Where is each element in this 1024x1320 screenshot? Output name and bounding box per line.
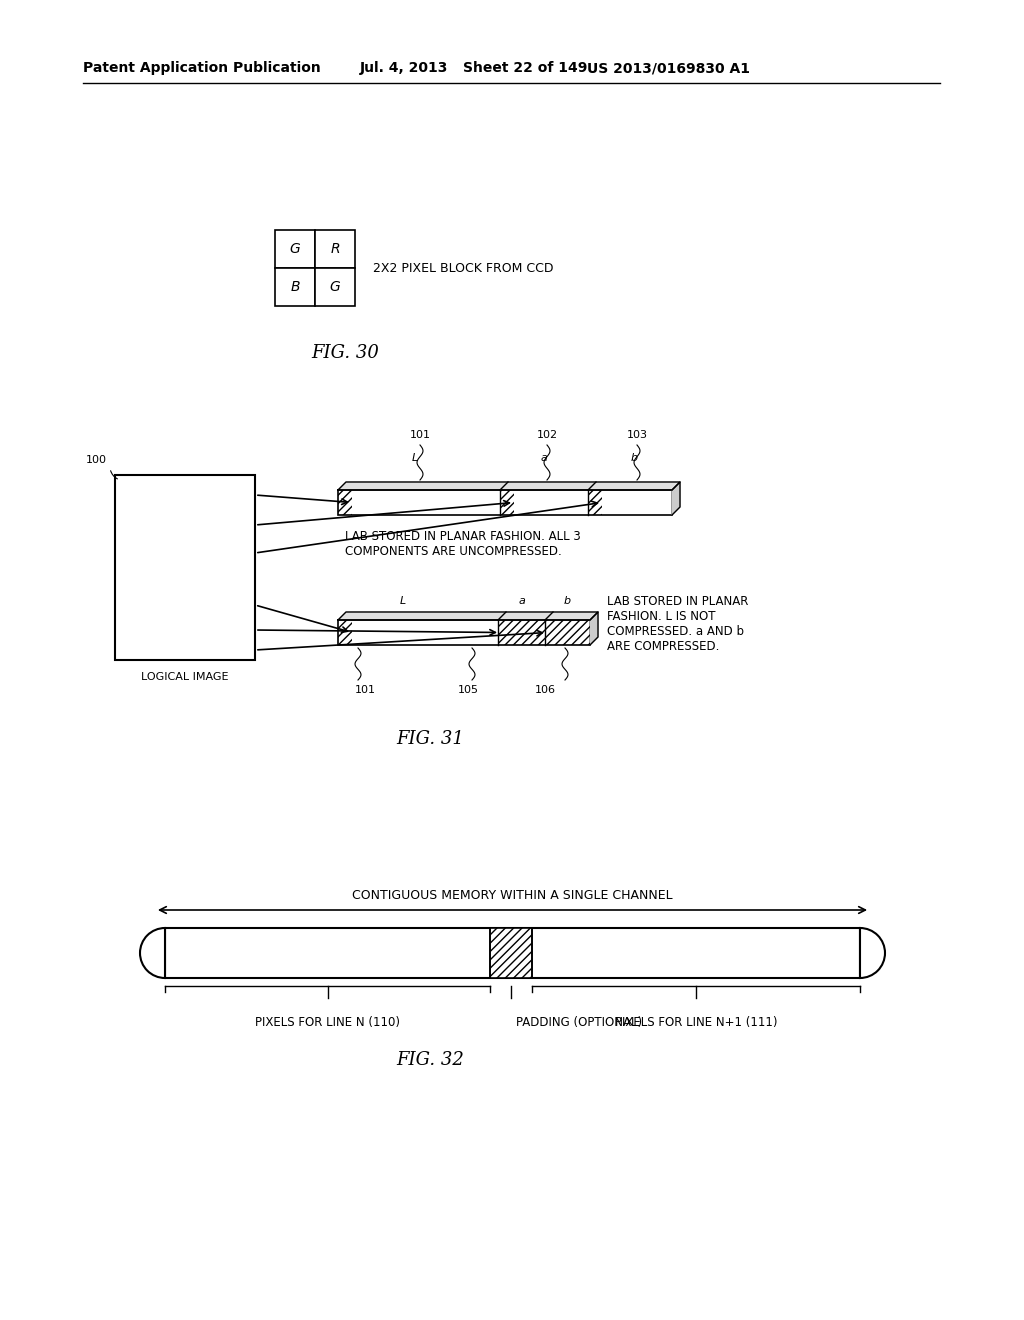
Text: 100: 100 bbox=[86, 455, 106, 465]
Text: B: B bbox=[290, 280, 300, 294]
Bar bbox=[545, 620, 590, 645]
Polygon shape bbox=[338, 612, 598, 620]
Wedge shape bbox=[860, 928, 885, 978]
Text: PADDING (OPTIONAL): PADDING (OPTIONAL) bbox=[516, 1016, 642, 1030]
Polygon shape bbox=[672, 482, 680, 515]
Text: FIG. 31: FIG. 31 bbox=[396, 730, 464, 748]
Text: b: b bbox=[631, 453, 638, 463]
Bar bbox=[315, 230, 355, 268]
Bar bbox=[115, 475, 255, 660]
Text: Patent Application Publication: Patent Application Publication bbox=[83, 61, 321, 75]
Text: 106: 106 bbox=[535, 685, 555, 696]
Bar bbox=[115, 475, 255, 660]
Text: FIG. 30: FIG. 30 bbox=[311, 345, 379, 362]
Bar bbox=[275, 230, 315, 268]
Bar bbox=[860, 927, 887, 979]
Text: a: a bbox=[541, 453, 548, 463]
Bar bbox=[315, 268, 355, 306]
Bar bbox=[500, 490, 514, 515]
Bar bbox=[338, 490, 352, 515]
Bar bbox=[338, 490, 672, 515]
Bar bbox=[490, 928, 532, 978]
Text: PIXELS FOR LINE N (110): PIXELS FOR LINE N (110) bbox=[255, 1016, 400, 1030]
Bar bbox=[498, 620, 545, 645]
Bar bbox=[275, 230, 315, 268]
Text: a: a bbox=[518, 597, 525, 606]
Text: US 2013/0169830 A1: US 2013/0169830 A1 bbox=[587, 61, 750, 75]
Text: PIXELS FOR LINE N+1 (111): PIXELS FOR LINE N+1 (111) bbox=[614, 1016, 777, 1030]
Text: L: L bbox=[412, 453, 418, 463]
Text: 103: 103 bbox=[627, 430, 647, 440]
Polygon shape bbox=[338, 482, 680, 490]
Bar bbox=[338, 620, 590, 645]
Text: G: G bbox=[330, 280, 340, 294]
Text: R: R bbox=[330, 242, 340, 256]
Text: LAB STORED IN PLANAR
FASHION. L IS NOT
COMPRESSED. a AND b
ARE COMPRESSED.: LAB STORED IN PLANAR FASHION. L IS NOT C… bbox=[607, 595, 749, 653]
Bar bbox=[275, 268, 315, 306]
Text: b: b bbox=[564, 597, 571, 606]
Text: 102: 102 bbox=[537, 430, 557, 440]
Bar bbox=[315, 230, 355, 268]
Text: 2X2 PIXEL BLOCK FROM CCD: 2X2 PIXEL BLOCK FROM CCD bbox=[373, 261, 554, 275]
Bar bbox=[315, 268, 355, 306]
Text: FIG. 32: FIG. 32 bbox=[396, 1051, 464, 1069]
Text: LAB STORED IN PLANAR FASHION. ALL 3
COMPONENTS ARE UNCOMPRESSED.: LAB STORED IN PLANAR FASHION. ALL 3 COMP… bbox=[345, 531, 581, 558]
Text: CONTIGUOUS MEMORY WITHIN A SINGLE CHANNEL: CONTIGUOUS MEMORY WITHIN A SINGLE CHANNE… bbox=[352, 888, 673, 902]
Text: Jul. 4, 2013: Jul. 4, 2013 bbox=[360, 61, 449, 75]
Text: Sheet 22 of 149: Sheet 22 of 149 bbox=[463, 61, 588, 75]
Wedge shape bbox=[140, 928, 165, 978]
Bar bbox=[138, 927, 165, 979]
Text: 101: 101 bbox=[410, 430, 430, 440]
Text: 101: 101 bbox=[354, 685, 376, 696]
Bar bbox=[338, 620, 352, 645]
Bar bbox=[165, 928, 860, 978]
Bar bbox=[588, 490, 602, 515]
Text: 105: 105 bbox=[458, 685, 478, 696]
Polygon shape bbox=[590, 612, 598, 645]
Text: L: L bbox=[400, 597, 407, 606]
Text: LOGICAL IMAGE: LOGICAL IMAGE bbox=[141, 672, 228, 682]
Bar bbox=[275, 268, 315, 306]
Text: G: G bbox=[290, 242, 300, 256]
